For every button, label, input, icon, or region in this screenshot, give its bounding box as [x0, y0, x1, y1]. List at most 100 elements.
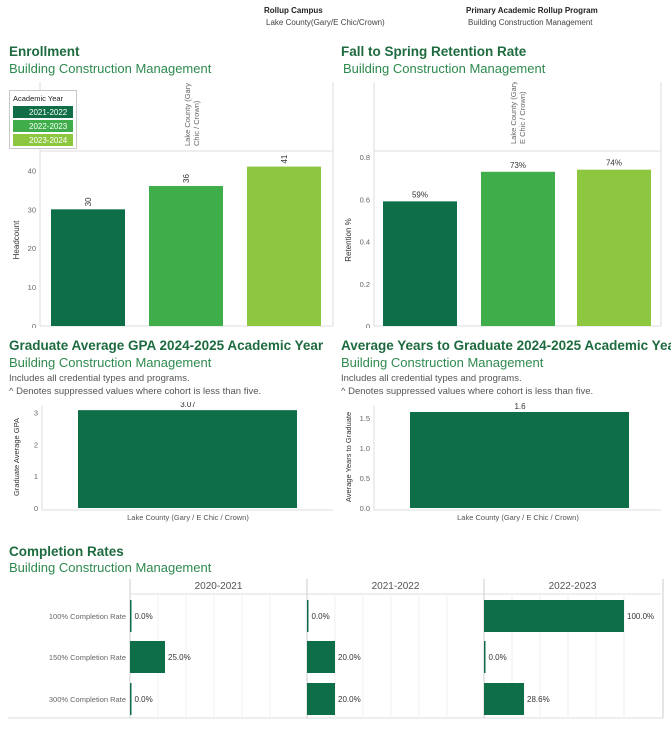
- legend-label: 2023-2024: [29, 135, 68, 145]
- completion-data-label: 0.0%: [135, 612, 153, 621]
- completion-panel-header: 2022-2023: [549, 581, 597, 592]
- legend-label: 2022-2023: [29, 121, 68, 131]
- completion-subtitle: Building Construction Management: [9, 560, 212, 575]
- enrollment-chart: Lake County (Gary / E Chic / Crown) Head…: [12, 82, 334, 328]
- completion-bar[interactable]: [130, 641, 165, 673]
- enrollment-subtitle: Building Construction Management: [9, 61, 212, 76]
- retention-y-tick-label: 0.4: [360, 238, 370, 247]
- gpa-y-ticks: 0 1 2 3: [34, 408, 38, 513]
- enrollment-y-tick-label: 0: [32, 322, 36, 328]
- gpa-x-category: Lake County (Gary / E Chic / Crown): [127, 513, 249, 522]
- completion-bar[interactable]: [307, 600, 309, 632]
- years-subtitle: Building Construction Management: [341, 355, 544, 370]
- program-filter-value[interactable]: Building Construction Management: [468, 18, 593, 27]
- completion-data-label: 25.0%: [168, 653, 191, 662]
- completion-bar[interactable]: [130, 683, 132, 715]
- years-note-2: ^ Denotes suppressed values where cohort…: [341, 386, 594, 397]
- years-title: Average Years to Graduate 2024-2025 Acad…: [341, 338, 671, 353]
- completion-grid: 2020-2021 2021-2022 2022-2023: [129, 579, 664, 718]
- retention-y-tick-label: 0.2: [360, 280, 370, 289]
- completion-bars: 0.0% 25.0% 0.0% 0.0% 20.0% 20.0% 100.0% 0.0% 28.…: [130, 600, 654, 715]
- gpa-y-tick-label: 2: [34, 440, 38, 449]
- retention-title: Fall to Spring Retention Rate: [341, 44, 527, 59]
- legend-swatch: [17, 136, 25, 144]
- enrollment-bars: 30 36 41: [51, 154, 321, 326]
- campus-filter-value[interactable]: Lake County(Gary/E Chic/Crown): [266, 18, 385, 27]
- completion-bar[interactable]: [307, 641, 335, 673]
- retention-bar-2023-2024[interactable]: [577, 169, 651, 326]
- completion-row-labels: 100% Completion Rate 150% Completion Rate…: [49, 612, 126, 704]
- retention-chart: Lake County (Gary / E Chic / Crown) Rete…: [344, 82, 662, 328]
- years-note-1: Includes all credential types and progra…: [341, 373, 522, 384]
- years-y-tick-label: 1.5: [360, 414, 370, 423]
- enrollment-y-tick-label: 30: [28, 205, 36, 214]
- legend-swatch: [17, 108, 25, 116]
- years-bar[interactable]: [410, 412, 629, 508]
- enrollment-legend: Academic Year 2021-2022 2022-2023 2023-2…: [9, 90, 77, 149]
- years-y-ticks: 0.0 0.5 1.0 1.5: [360, 414, 370, 513]
- retention-data-label: 74%: [606, 159, 622, 168]
- legend-item-2023-2024[interactable]: 2023-2024: [13, 134, 73, 146]
- program-filter-label: Primary Academic Rollup Program: [466, 6, 598, 15]
- completion-data-label: 0.0%: [312, 612, 330, 621]
- completion-bar[interactable]: [130, 600, 132, 632]
- gpa-y-tick-label: 0: [34, 504, 38, 513]
- enrollment-y-tick-label: 20: [28, 244, 36, 253]
- years-chart: Average Years to Graduate Lake County (G…: [344, 402, 661, 522]
- gpa-y-tick-label: 3: [34, 408, 38, 417]
- gpa-note-2: ^ Denotes suppressed values where cohort…: [9, 386, 262, 397]
- years-y-tick-label: 0.5: [360, 474, 370, 483]
- gpa-y-tick-label: 1: [34, 472, 38, 481]
- enrollment-y-ticks: 0 10 20 30 40: [28, 166, 36, 328]
- gpa-subtitle: Building Construction Management: [9, 355, 212, 370]
- completion-data-label: 0.0%: [135, 695, 153, 704]
- retention-bars: 59% 73% 74%: [383, 159, 651, 326]
- completion-data-label: 20.0%: [338, 695, 361, 704]
- campus-filter-label: Rollup Campus: [264, 6, 323, 15]
- completion-row-label: 300% Completion Rate: [49, 695, 126, 704]
- completion-panel-header: 2020-2021: [195, 581, 243, 592]
- enrollment-data-label: 41: [280, 154, 289, 163]
- enrollment-y-tick-label: 10: [28, 283, 36, 292]
- retention-y-tick-label: 0.6: [360, 195, 370, 204]
- completion-row-label: 100% Completion Rate: [49, 612, 126, 621]
- completion-chart: 2020-2021 2021-2022 2022-2023 100% Complet…: [8, 579, 664, 719]
- completion-row-label: 150% Completion Rate: [49, 653, 126, 662]
- completion-bar[interactable]: [484, 600, 624, 632]
- enrollment-data-label: 36: [182, 174, 191, 183]
- completion-data-label: 100.0%: [627, 612, 654, 621]
- enrollment-bar-2023-2024[interactable]: [247, 166, 321, 326]
- completion-data-label: 20.0%: [338, 653, 361, 662]
- gpa-title: Graduate Average GPA 2024-2025 Academic …: [9, 338, 324, 353]
- enrollment-title: Enrollment: [9, 44, 80, 59]
- retention-data-label: 59%: [412, 190, 428, 199]
- retention-y-tick-label: 0.8: [360, 153, 370, 162]
- completion-data-label: 0.0%: [489, 653, 507, 662]
- gpa-bar[interactable]: [78, 410, 297, 508]
- years-bars: 1.6: [410, 402, 629, 508]
- legend-item-2021-2022[interactable]: 2021-2022: [13, 106, 73, 118]
- enrollment-bar-2021-2022[interactable]: [51, 209, 125, 326]
- completion-title: Completion Rates: [9, 544, 124, 559]
- retention-data-label: 73%: [510, 161, 526, 170]
- completion-bar[interactable]: [307, 683, 335, 715]
- years-x-category: Lake County (Gary / E Chic / Crown): [457, 513, 579, 522]
- gpa-y-axis-title: Graduate Average GPA: [12, 418, 21, 496]
- gpa-bars: 3.07: [78, 402, 297, 508]
- enrollment-panel-header-line1: Lake County (Gary / E: [183, 82, 192, 146]
- retention-bar-2022-2023[interactable]: [481, 171, 555, 326]
- enrollment-panel-header-line2: Chic / Crown): [192, 100, 201, 146]
- legend-item-2022-2023[interactable]: 2022-2023: [13, 120, 73, 132]
- enrollment-y-tick-label: 40: [28, 166, 36, 175]
- enrollment-panel-header: Lake County (Gary / E Chic / Crown): [183, 82, 201, 146]
- retention-y-ticks: 0 0.2 0.4 0.6 0.8: [360, 153, 370, 328]
- retention-bar-2021-2022[interactable]: [383, 201, 457, 326]
- completion-bar[interactable]: [484, 641, 486, 673]
- completion-panel-header: 2021-2022: [372, 581, 420, 592]
- years-y-axis-title: Average Years to Graduate: [344, 412, 353, 502]
- retention-y-axis-title: Retention %: [344, 218, 353, 262]
- completion-bar[interactable]: [484, 683, 525, 715]
- legend-swatch: [17, 122, 25, 130]
- years-y-tick-label: 1.0: [360, 444, 370, 453]
- enrollment-bar-2022-2023[interactable]: [149, 186, 223, 326]
